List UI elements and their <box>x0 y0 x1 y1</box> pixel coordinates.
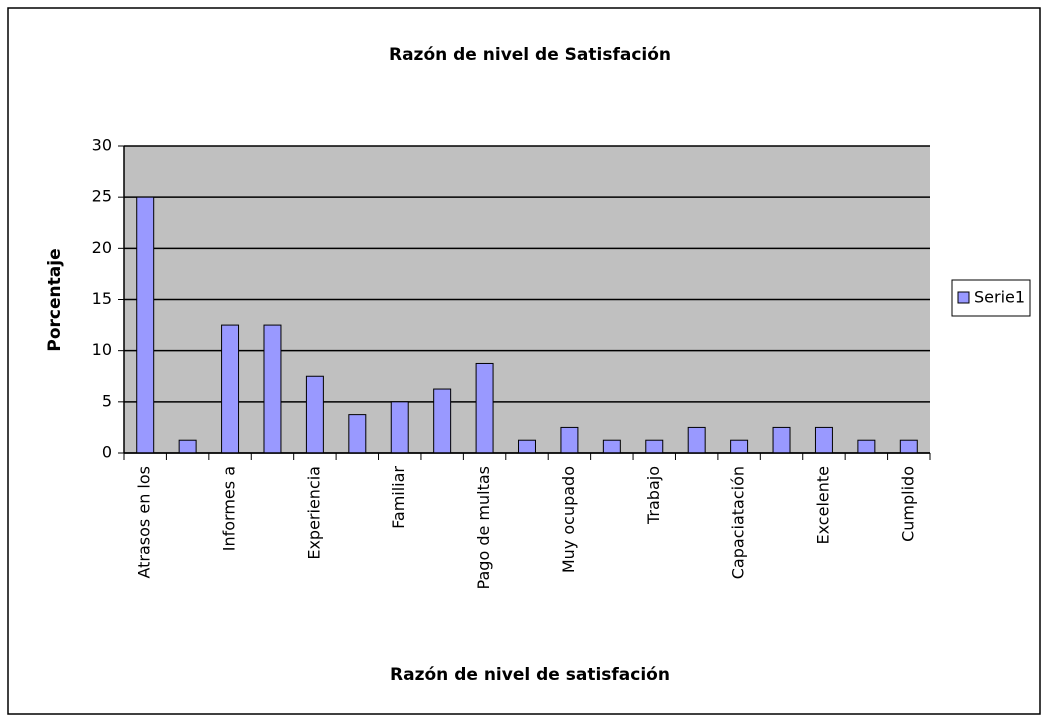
bar <box>857 439 876 454</box>
bar <box>814 426 833 454</box>
bar <box>390 401 409 454</box>
x-tick-label: Experiencia <box>304 466 323 560</box>
bar <box>348 414 367 454</box>
bar <box>221 324 240 454</box>
bar <box>730 439 749 454</box>
y-tick-label: 25 <box>92 187 112 206</box>
y-tick-label: 30 <box>92 136 112 155</box>
x-axis-label: Razón de nivel de satisfación <box>390 665 670 685</box>
bar <box>772 426 791 454</box>
x-tick-label: Excelente <box>813 466 832 544</box>
x-tick-label: Pago de multas <box>474 466 493 589</box>
y-tick-label: 5 <box>102 391 112 410</box>
x-tick-label: Atrasos en los <box>135 466 154 579</box>
bar <box>263 324 282 454</box>
bar <box>899 439 918 454</box>
x-tick-label: Capaciatación <box>729 466 748 579</box>
x-tick-label: Trabajo <box>644 466 663 525</box>
bar <box>475 362 494 454</box>
bar <box>433 388 452 454</box>
y-tick-label: 20 <box>92 238 112 257</box>
bar <box>687 426 706 454</box>
bar <box>518 439 536 454</box>
y-tick-label: 0 <box>102 443 112 462</box>
bar <box>305 375 324 454</box>
legend-swatch <box>957 291 970 304</box>
bar <box>645 439 664 454</box>
bar <box>560 426 579 454</box>
bar <box>136 196 155 454</box>
bar <box>602 439 621 454</box>
y-tick-label: 15 <box>92 289 112 308</box>
y-axis-label: Porcentaje <box>45 248 65 351</box>
legend-label: Serie1 <box>974 288 1025 307</box>
x-tick-label: Muy ocupado <box>559 466 578 573</box>
bar <box>178 439 197 454</box>
x-tick-label: Cumplido <box>898 466 917 542</box>
y-tick-label: 10 <box>92 340 112 359</box>
chart-title: Razón de nivel de Satisfación <box>389 45 671 65</box>
x-tick-label: Familiar <box>389 466 408 529</box>
x-tick-label: Informes a <box>220 466 239 551</box>
